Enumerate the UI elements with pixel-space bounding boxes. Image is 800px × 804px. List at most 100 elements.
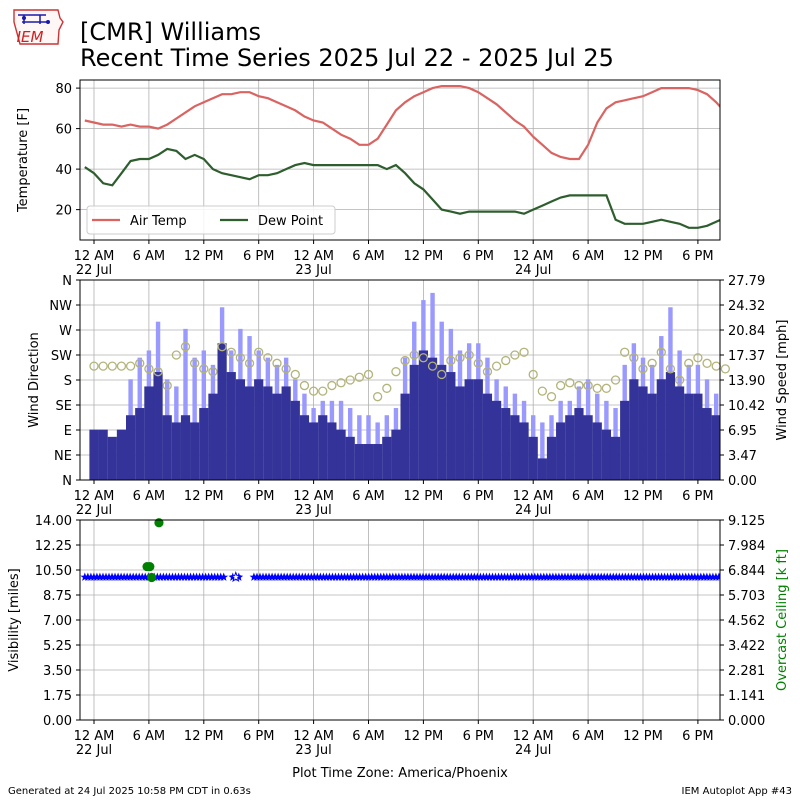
wind-speed-bar	[556, 422, 566, 480]
temp-x-tick-label: 12 PM	[404, 249, 444, 264]
wind-direction-marker	[244, 358, 255, 368]
ceiling-marker	[147, 572, 157, 583]
wind-speed-bar	[299, 415, 310, 480]
vis-tick-label: 10.50	[35, 564, 72, 579]
temp-x-tick-label: 12 AM	[513, 249, 554, 264]
temp-y-tick-label: 60	[55, 123, 72, 138]
legend-dew-point-label: Dew Point	[258, 214, 323, 229]
wind-direction-marker	[98, 361, 108, 371]
vis-x-tick-label: 6 AM	[572, 729, 605, 744]
wind-speed-bar	[190, 422, 200, 480]
wind-speed-bar	[647, 393, 657, 480]
wind-x-tick-label: 12 AM	[293, 489, 334, 504]
wind-direction-marker	[629, 353, 639, 363]
wind-direction-marker	[473, 358, 483, 368]
wind-direction-marker	[125, 361, 136, 371]
wind-direction-marker	[610, 375, 621, 385]
wind-direction-marker	[189, 358, 200, 368]
chart-title-line2: Recent Time Series 2025 Jul 22 - 2025 Ju…	[80, 44, 614, 72]
wind-speed-bar	[162, 415, 172, 480]
wind-direction-marker	[199, 364, 209, 374]
wind-direction-marker	[153, 367, 163, 377]
wind-direction-marker	[437, 369, 447, 380]
wind-x-tick-label: 6 PM	[463, 489, 494, 504]
ceiling-tick-label: 3.422	[728, 639, 765, 654]
wind-speed-bar	[537, 458, 547, 480]
wind-speed-bar	[153, 372, 163, 480]
wind-direction-marker	[299, 380, 310, 391]
chart-title-line1: [CMR] Williams	[80, 18, 261, 46]
wind-speed-bar	[711, 415, 720, 480]
wind-speed-bar	[254, 379, 264, 480]
footer-right: IEM Autoplot App #43	[682, 786, 792, 797]
temp-x-date-label: 23 Jul	[295, 263, 331, 278]
wind-gust-bar	[183, 328, 188, 480]
wind-speed-bar	[519, 422, 529, 480]
temp-panel-frame	[79, 79, 721, 241]
wind-speed-bar	[455, 386, 465, 480]
wind-speed-tick-label: 0.00	[728, 474, 757, 489]
wind-dir-tick-label: W	[59, 324, 72, 339]
wind-speed-bar	[373, 444, 383, 480]
vis-x-tick-label: 6 AM	[352, 729, 385, 744]
wind-direction-marker	[290, 369, 300, 380]
visibility-marker	[714, 572, 720, 581]
vis-tick-label: 7.00	[43, 614, 72, 629]
wind-direction-marker	[263, 353, 273, 363]
wind-speed-bar	[327, 422, 337, 480]
temp-x-tick-label: 6 AM	[133, 249, 166, 264]
wind-direction-marker	[702, 358, 712, 368]
visibility-marker	[219, 572, 229, 581]
temp-y-tick-label: 80	[55, 82, 72, 97]
wind-direction-marker	[491, 361, 502, 371]
wind-speed-bar	[318, 415, 328, 480]
wind-direction-marker	[363, 369, 374, 380]
wind-x-date-label: 24 Jul	[515, 503, 551, 518]
wind-direction-marker	[647, 358, 657, 368]
wind-speed-bar	[345, 436, 355, 480]
temp-y-axis-label: Temperature [F]	[16, 108, 31, 213]
wind-direction-marker	[180, 342, 191, 352]
wind-speed-bar	[656, 379, 666, 480]
wind-dir-tick-label: NW	[49, 299, 72, 314]
wind-speed-bar	[199, 408, 209, 480]
wind-direction-marker	[254, 347, 264, 357]
wind-dir-tick-label: E	[64, 424, 72, 439]
wind-speed-bar	[180, 415, 191, 480]
temp-x-tick-label: 6 PM	[463, 249, 494, 264]
wind-speed-bar	[363, 444, 374, 480]
wind-speed-tick-label: 17.37	[728, 349, 765, 364]
wind-direction-marker	[510, 350, 520, 360]
wind-speed-bar	[482, 393, 493, 480]
wind-speed-bar	[116, 429, 127, 480]
vis-tick-label: 12.25	[35, 539, 72, 554]
wind-direction-marker	[272, 358, 282, 368]
wind-direction-marker	[391, 367, 401, 377]
wind-direction-marker	[556, 380, 566, 391]
wind-direction-marker	[601, 383, 612, 393]
ceiling-tick-label: 6.844	[728, 564, 765, 579]
wind-direction-marker	[574, 380, 584, 391]
temp-x-tick-label: 6 AM	[572, 249, 605, 264]
vis-tick-label: 0.00	[43, 714, 72, 729]
wind-speed-tick-label: 6.95	[728, 424, 757, 439]
vis-tick-label: 14.00	[35, 514, 72, 529]
wind-speed-bar	[281, 386, 291, 480]
wind-direction-marker	[674, 375, 685, 385]
wind-direction-marker	[638, 364, 648, 374]
wind-speed-bar	[693, 393, 703, 480]
wind-direction-marker	[519, 347, 529, 357]
wind-speed-bar	[244, 386, 255, 480]
vis-x-tick-label: 12 AM	[513, 729, 554, 744]
wind-direction-marker	[400, 355, 410, 366]
wind-speed-bar	[208, 393, 218, 480]
temp-legend: Air Temp Dew Point	[86, 205, 336, 235]
wind-x-date-label: 22 Jul	[76, 503, 112, 518]
wind-x-date-label: 23 Jul	[295, 503, 331, 518]
wind-direction-marker	[546, 392, 557, 402]
wind-x-tick-label: 6 PM	[243, 489, 274, 504]
wind-speed-bar	[126, 415, 136, 480]
wind-dir-tick-label: S	[64, 374, 72, 389]
wind-direction-marker	[372, 392, 383, 402]
